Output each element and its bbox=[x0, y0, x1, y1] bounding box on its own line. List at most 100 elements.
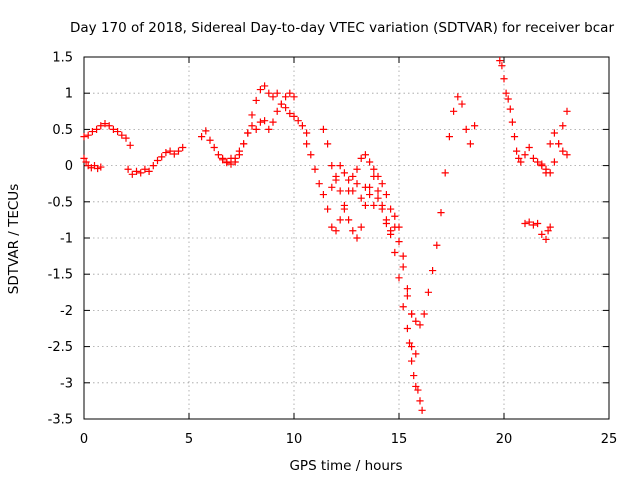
data-point bbox=[227, 160, 235, 168]
data-point bbox=[132, 167, 141, 175]
data-point bbox=[340, 205, 348, 213]
data-point bbox=[345, 176, 353, 184]
series-sat-f bbox=[303, 93, 479, 329]
data-point bbox=[277, 100, 285, 108]
data-point bbox=[84, 131, 92, 139]
data-point bbox=[290, 112, 298, 120]
series-sat-h bbox=[328, 162, 420, 358]
data-point bbox=[252, 96, 260, 105]
data-point bbox=[395, 274, 403, 282]
data-point bbox=[403, 324, 411, 333]
data-point bbox=[416, 397, 424, 405]
data-point bbox=[265, 89, 273, 97]
data-point bbox=[235, 151, 243, 159]
y-tick-label: 0.5 bbox=[52, 123, 73, 138]
data-point bbox=[105, 122, 113, 130]
x-tick-label: 20 bbox=[496, 432, 513, 447]
data-point bbox=[286, 89, 294, 97]
series-sat-d bbox=[198, 82, 298, 166]
data-point bbox=[521, 219, 529, 228]
data-point bbox=[298, 122, 306, 130]
data-point bbox=[248, 111, 256, 119]
data-point bbox=[563, 107, 571, 115]
data-point bbox=[269, 118, 277, 126]
data-point bbox=[513, 147, 521, 155]
y-tick-label: -0.5 bbox=[48, 195, 73, 210]
data-point bbox=[378, 180, 386, 188]
data-point bbox=[410, 371, 418, 380]
data-point bbox=[414, 386, 422, 394]
data-point bbox=[387, 205, 395, 213]
data-point bbox=[559, 122, 567, 130]
data-point bbox=[336, 187, 344, 195]
data-point bbox=[502, 89, 510, 97]
data-point bbox=[521, 151, 529, 159]
data-point bbox=[82, 158, 90, 166]
data-point bbox=[395, 223, 403, 231]
data-point bbox=[340, 169, 348, 177]
data-point bbox=[412, 317, 420, 325]
data-point bbox=[504, 95, 512, 103]
data-point bbox=[510, 133, 519, 141]
series-sat-b bbox=[80, 154, 105, 173]
data-point bbox=[336, 162, 344, 170]
data-point bbox=[80, 133, 88, 141]
data-points bbox=[80, 57, 571, 414]
data-point bbox=[252, 125, 260, 133]
data-point bbox=[328, 162, 336, 170]
data-point bbox=[550, 129, 558, 137]
data-point bbox=[328, 183, 336, 191]
data-point bbox=[141, 165, 149, 173]
data-point bbox=[349, 187, 357, 195]
data-point bbox=[378, 205, 386, 213]
data-point bbox=[261, 82, 269, 90]
series-sat-k bbox=[538, 129, 571, 177]
data-point bbox=[546, 140, 554, 148]
data-point bbox=[118, 131, 126, 139]
data-point bbox=[361, 183, 369, 191]
data-point bbox=[319, 125, 327, 133]
data-point bbox=[265, 125, 273, 133]
chart-title: Day 170 of 2018, Sidereal Day-to-day VTE… bbox=[70, 20, 614, 36]
data-point bbox=[559, 147, 567, 155]
data-point bbox=[145, 167, 153, 175]
data-point bbox=[366, 158, 374, 166]
data-point bbox=[424, 288, 432, 296]
x-tick-label: 5 bbox=[185, 432, 193, 447]
data-point bbox=[114, 127, 122, 136]
data-point bbox=[550, 158, 558, 166]
data-point bbox=[273, 107, 281, 115]
data-point bbox=[122, 134, 130, 142]
data-point bbox=[361, 201, 369, 210]
data-point bbox=[202, 127, 210, 135]
data-point bbox=[517, 158, 525, 166]
data-point bbox=[336, 216, 344, 224]
data-point bbox=[198, 133, 206, 141]
data-point bbox=[361, 151, 369, 159]
data-point bbox=[454, 93, 462, 101]
data-point bbox=[206, 136, 214, 144]
data-point bbox=[374, 187, 382, 195]
data-point bbox=[544, 227, 552, 235]
data-point bbox=[210, 143, 218, 152]
data-point bbox=[324, 205, 332, 213]
y-tick-label: -2 bbox=[60, 304, 73, 319]
data-point bbox=[80, 154, 88, 162]
data-point bbox=[538, 230, 546, 238]
data-point bbox=[529, 221, 537, 229]
y-tick-label: -1.5 bbox=[48, 268, 73, 283]
series-sat-c bbox=[124, 143, 187, 178]
data-point bbox=[273, 89, 281, 97]
data-point bbox=[403, 292, 411, 300]
data-point bbox=[128, 170, 136, 178]
series-sat-l bbox=[521, 218, 554, 244]
x-tick-label: 15 bbox=[391, 432, 408, 447]
data-point bbox=[357, 194, 365, 202]
data-point bbox=[240, 140, 248, 148]
data-point bbox=[353, 180, 361, 188]
data-point bbox=[366, 190, 374, 199]
series-sat-a bbox=[80, 120, 134, 149]
x-tick-label: 0 bbox=[80, 432, 88, 447]
data-point bbox=[466, 140, 474, 148]
